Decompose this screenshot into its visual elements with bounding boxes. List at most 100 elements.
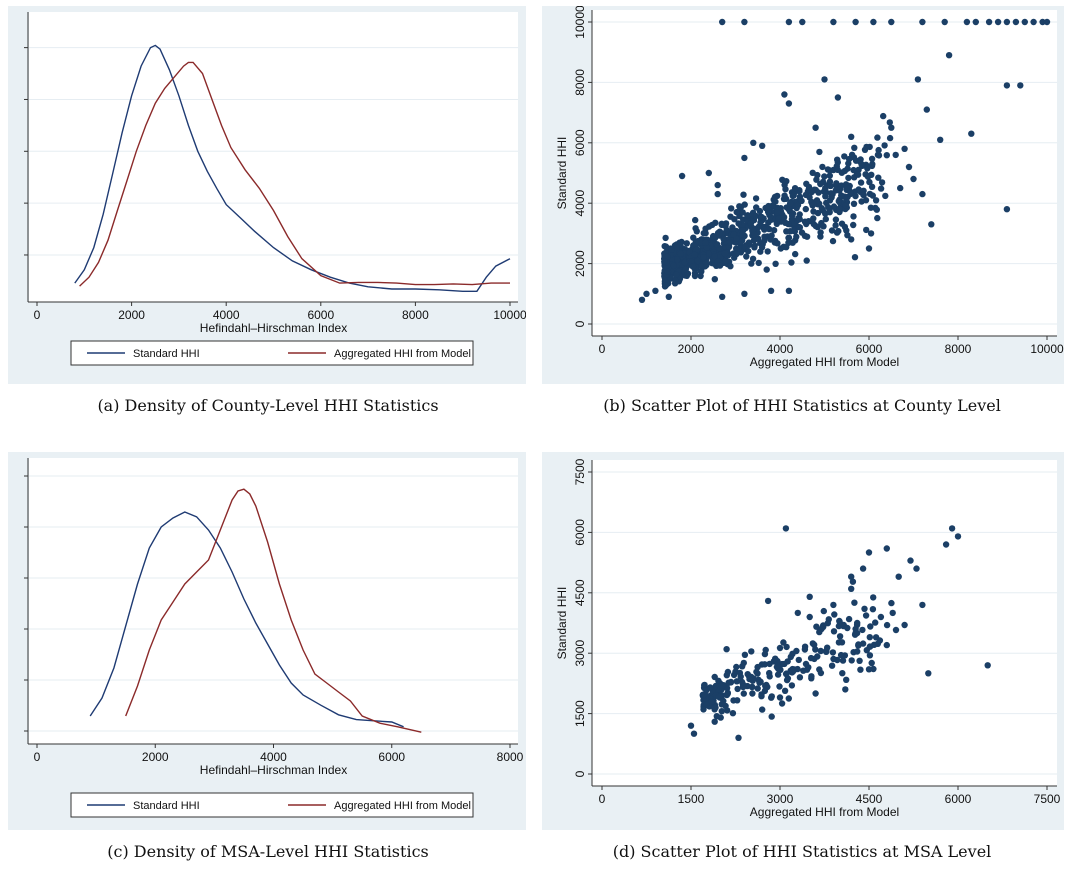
scatter-point [794,201,802,209]
scatter-point [710,233,717,240]
scatter-point [850,200,858,207]
caption-a: (a) Density of County-Level HHI Statisti… [97,396,439,415]
x-tick-label: 10000 [493,308,526,322]
scatter-point [831,611,838,618]
plot-area [29,458,518,744]
scatter-point [772,655,779,662]
scatter-point [819,163,826,171]
density-chart-msa: 0 2000 4000 6000 8000 Hefindahl–Hirschman Ind… [24,458,524,818]
scatter-point [691,272,699,280]
scatter-point [715,677,722,684]
scatter-point [1003,18,1011,26]
scatter-point [861,605,868,612]
scatter-point [874,151,882,159]
scatter-point [734,697,741,704]
scatter-point [758,693,765,700]
scatter-point [845,155,853,163]
x-tick-label: 7500 [1034,792,1061,806]
scatter-point [810,215,817,222]
scatter-point [972,18,979,26]
scatter-point [835,227,842,235]
scatter-point [720,235,727,242]
caption-c: (c) Density of MSA-Level HHI Statistics [107,842,429,861]
scatter-point [832,216,840,223]
scatter-point [775,215,782,222]
scatter-point [800,667,807,674]
scatter-point [661,258,668,265]
scatter-point [748,260,755,267]
scatter-point [835,198,842,205]
scatter-point [822,215,829,223]
scatter-point [824,620,831,627]
scatter-point [886,119,893,126]
scatter-point [783,670,790,677]
scatter-point [780,243,787,250]
scatter-point [850,221,857,229]
scatter-point [793,233,800,240]
scatter-point [803,257,810,264]
scatter-point [825,203,832,211]
scatter-point [786,200,794,207]
scatter-point [673,271,680,278]
scatter-point [771,193,779,201]
scatter-point [834,94,842,101]
scatter-point [948,525,956,532]
scatter-point [820,223,827,230]
scatter-point [733,663,740,671]
scatter-point [857,666,864,673]
scatter-point [901,145,908,152]
scatter-point [870,594,877,601]
scatter-point [766,673,773,680]
scatter-point [740,683,747,690]
scatter-point [681,259,689,266]
scatter-point [834,156,841,163]
scatter-point [719,18,726,26]
scatter-point [869,192,876,199]
scatter-point [788,216,796,223]
scatter-point [881,142,888,149]
y-tick-label: 3000 [573,640,587,667]
scatter-point [843,184,851,191]
scatter-point [830,601,837,609]
scatter-point [830,628,838,635]
scatter-point [798,229,806,236]
y-axis-title: Standard HHI [555,587,569,660]
scatter-point [850,213,857,220]
scatter-point [868,659,875,667]
scatter-point [701,681,708,689]
scatter-point [688,258,695,265]
scatter-point [716,262,724,269]
scatter-point [829,649,837,656]
scatter-point [866,643,874,650]
scatter-point [855,642,862,649]
scatter-point [792,250,799,258]
scatter-point [860,191,867,198]
scatter-chart-msa: 0 1500 3000 4500 6000 7500 0 1500 3000 4500 6000 75… [555,458,1061,819]
scatter-point [672,277,679,284]
scatter-point [836,617,843,625]
scatter-point [865,245,873,252]
scatter-point [802,205,809,213]
scatter-point [852,192,859,200]
scatter-point [1030,18,1037,26]
scatter-point [689,263,697,270]
x-tick-label: 6000 [945,792,972,806]
scatter-point [828,194,835,201]
series-line-aggregated-hhi [125,488,422,733]
scatter-point [845,615,853,623]
scatter-point [718,682,726,689]
y-tick-label: 4000 [573,190,587,217]
scatter-point [793,647,800,655]
scatter-point [822,193,829,200]
scatter-point [745,247,752,255]
scatter-point [817,229,824,236]
scatter-point [834,166,841,173]
scatter-point [865,549,873,556]
scatter-point [821,76,828,83]
scatter-point [748,648,755,655]
scatter-point [783,676,791,684]
scatter-point [851,599,858,606]
scatter-point [730,231,737,238]
scatter-point [803,233,811,240]
scatter-point [1012,18,1020,26]
